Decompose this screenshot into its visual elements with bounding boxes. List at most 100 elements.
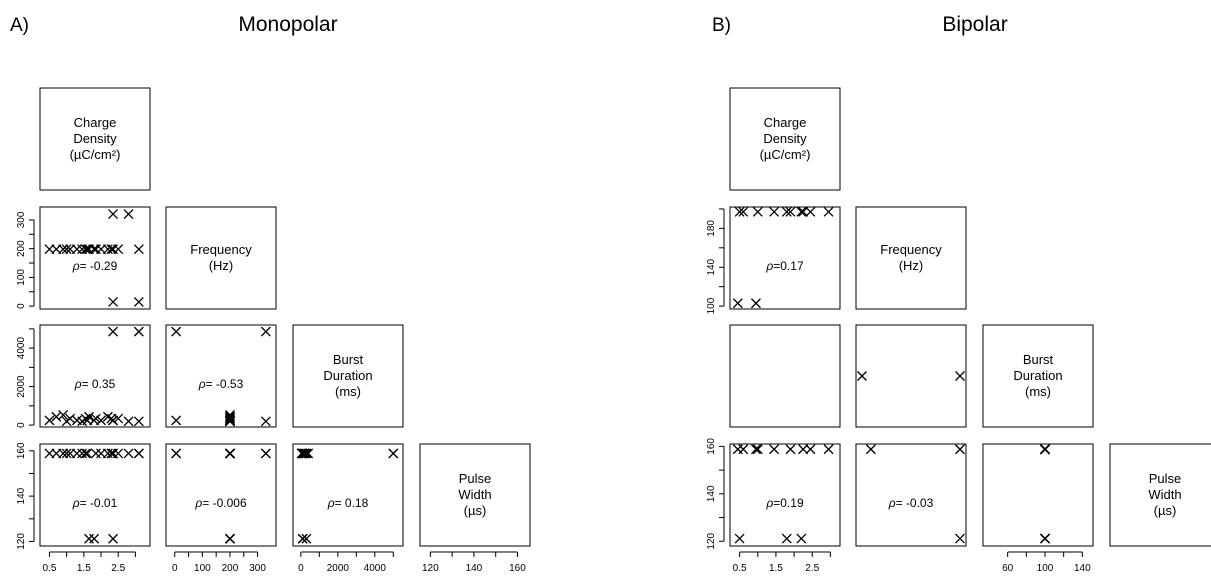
point-pulse-width-vs-charge-density	[108, 533, 119, 544]
point-pulse-width-vs-charge-density	[84, 533, 94, 544]
x-tick-label: 0.5	[733, 563, 747, 574]
scatter-cell-pulse-width-vs-burst-duration	[982, 443, 1094, 547]
point-burst-duration-vs-frequency	[260, 416, 271, 427]
y-tick-label: 140	[706, 258, 717, 275]
point-burst-duration-vs-charge-density	[51, 411, 62, 422]
x-tick-label: 200	[222, 563, 239, 574]
point-pulse-width-vs-frequency	[225, 448, 235, 459]
diagonal-label-box-frequency	[165, 206, 277, 310]
x-tick-label: 4000	[364, 563, 387, 574]
correlation-label: ρ= -0.01	[72, 496, 118, 510]
y-tick-label: 160	[16, 442, 27, 459]
scatter-cell-burst-duration-vs-frequency	[855, 324, 967, 428]
point-frequency-vs-charge-density	[781, 206, 792, 217]
correlation-label: ρ=0.17	[765, 259, 804, 273]
point-frequency-vs-charge-density	[90, 244, 101, 255]
x-tick-label: 160	[509, 563, 526, 574]
point-pulse-width-vs-burst-duration	[297, 533, 308, 544]
variable-label-frequency: (Hz)	[209, 258, 234, 273]
diagonal-label-box-charge-density	[39, 87, 151, 191]
point-pulse-width-vs-charge-density	[805, 444, 816, 455]
x-tick-label: 100	[1037, 563, 1054, 574]
diagonal-label-box-charge-density	[729, 87, 841, 191]
point-frequency-vs-charge-density	[796, 206, 807, 217]
point-pulse-width-vs-charge-density	[738, 444, 749, 455]
point-pulse-width-vs-frequency	[865, 444, 876, 455]
point-frequency-vs-charge-density	[752, 206, 763, 217]
point-burst-duration-vs-frequency	[171, 415, 182, 426]
scatter-cell-burst-duration-vs-charge-density	[39, 324, 151, 428]
y-tick-label: 180	[706, 220, 717, 237]
point-burst-duration-vs-charge-density	[133, 416, 144, 427]
variable-label-burst-duration: (ms)	[1025, 384, 1051, 399]
diagonal-label-box-burst-duration	[982, 324, 1094, 428]
x-tick-label: 2.5	[111, 563, 125, 574]
y-tick-label: 2000	[16, 375, 27, 398]
variable-label-burst-duration: (ms)	[335, 384, 361, 399]
panel-a-letter: A)	[10, 15, 29, 36]
variable-label-charge-density: Charge	[764, 115, 807, 130]
diagonal-label-box-pulse-width	[1109, 443, 1211, 547]
y-tick-label: 100	[706, 297, 717, 314]
variable-label-charge-density: Density	[763, 131, 807, 146]
y-tick-label: 140	[16, 487, 27, 504]
point-pulse-width-vs-charge-density	[734, 533, 745, 544]
point-frequency-vs-charge-density	[80, 244, 91, 255]
point-pulse-width-vs-charge-density	[798, 444, 809, 455]
point-burst-duration-vs-frequency	[857, 371, 867, 381]
point-pulse-width-vs-burst-duration	[299, 448, 310, 459]
point-frequency-vs-charge-density	[751, 298, 761, 309]
correlation-label: ρ=0.19	[765, 496, 804, 510]
point-pulse-width-vs-charge-density	[71, 448, 82, 459]
y-tick-label: 200	[16, 240, 27, 257]
variable-label-frequency: Frequency	[190, 242, 252, 257]
variable-label-charge-density: Charge	[74, 115, 117, 130]
point-frequency-vs-charge-density	[108, 296, 119, 307]
variable-label-charge-density: (µC/cm²)	[70, 147, 121, 162]
point-pulse-width-vs-charge-density	[751, 444, 761, 455]
point-frequency-vs-charge-density	[71, 244, 82, 255]
variable-label-pulse-width: Width	[1148, 487, 1181, 502]
variable-label-pulse-width: Pulse	[459, 471, 492, 486]
point-burst-duration-vs-frequency	[171, 326, 182, 337]
point-pulse-width-vs-charge-density	[785, 444, 796, 455]
point-pulse-width-vs-charge-density	[769, 444, 780, 455]
point-burst-duration-vs-frequency	[260, 326, 271, 337]
point-pulse-width-vs-charge-density	[90, 448, 101, 459]
scatter-cell-pulse-width-vs-charge-density	[39, 443, 151, 547]
variable-label-pulse-width: (µs)	[1154, 503, 1177, 518]
variable-label-burst-duration: Burst	[333, 352, 364, 367]
scatter-cell-burst-duration-vs-charge-density	[729, 324, 841, 428]
point-pulse-width-vs-burst-duration	[301, 533, 312, 544]
x-tick-label: 0	[172, 563, 178, 574]
y-tick-label: 0	[16, 422, 27, 428]
point-frequency-vs-charge-density	[738, 206, 749, 217]
x-tick-label: 2.5	[805, 563, 819, 574]
scatter-cell-frequency-vs-charge-density	[729, 206, 841, 310]
panel-a-title: Monopolar	[238, 13, 337, 36]
y-tick-label: 120	[706, 532, 717, 549]
point-frequency-vs-charge-density	[61, 244, 72, 255]
point-burst-duration-vs-frequency	[225, 416, 235, 427]
point-pulse-width-vs-burst-duration	[1040, 444, 1050, 455]
correlation-label: ρ= -0.006	[194, 496, 247, 510]
point-pulse-width-vs-frequency	[225, 533, 235, 544]
diagonal-label-box-burst-duration	[292, 324, 404, 428]
point-pulse-width-vs-charge-density	[61, 448, 72, 459]
variable-label-pulse-width: (µs)	[464, 503, 487, 518]
point-pulse-width-vs-frequency	[955, 444, 965, 455]
point-frequency-vs-charge-density	[823, 206, 834, 217]
point-burst-duration-vs-charge-density	[58, 409, 69, 420]
panel-b-title: Bipolar	[942, 13, 1007, 36]
point-burst-duration-vs-charge-density	[65, 413, 76, 424]
point-frequency-vs-charge-density	[133, 296, 144, 307]
scatter-cell-frequency-vs-charge-density	[39, 206, 151, 310]
x-tick-label: 1.5	[77, 563, 91, 574]
point-pulse-width-vs-burst-duration	[296, 448, 307, 459]
point-burst-duration-vs-charge-density	[113, 413, 124, 424]
point-pulse-width-vs-charge-density	[89, 533, 100, 544]
point-burst-duration-vs-charge-density	[96, 415, 106, 426]
y-tick-label: 4000	[16, 337, 27, 360]
